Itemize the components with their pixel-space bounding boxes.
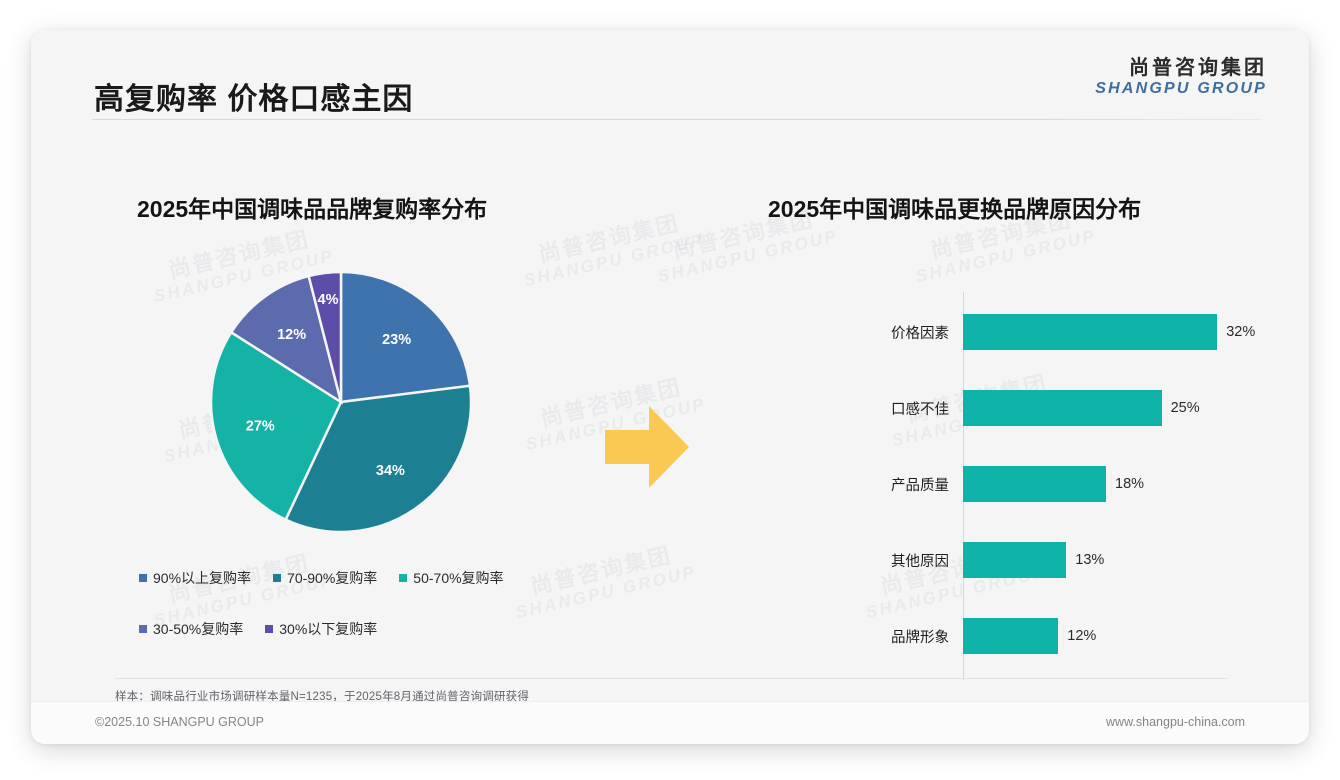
bar-value-label: 32% <box>1226 324 1256 340</box>
bar-chart-title: 2025年中国调味品更换品牌原因分布 <box>768 196 1142 222</box>
pie-legend-label: 50-70%复购率 <box>413 570 504 586</box>
slide-footer: ©2025.10 SHANGPU GROUP www.shangpu-china… <box>31 701 1309 744</box>
pie-legend-label: 30-50%复购率 <box>153 621 244 637</box>
pie-legend-label: 90%以上复购率 <box>153 570 252 586</box>
pie-slice-value: 34% <box>376 463 405 479</box>
pie-slice[interactable] <box>307 270 343 403</box>
pie-slice-value: 4% <box>318 292 339 308</box>
pie-legend-item[interactable]: 30-50%复购率 <box>139 619 243 639</box>
right-arrow-icon <box>603 402 691 492</box>
footnote-divider <box>115 678 1227 679</box>
bar-chart: 价格因素 32% 口感不佳 25% 产品质量 18% 其他原因 13% 品牌形象 12% <box>837 292 1277 680</box>
bar-track: 32% <box>963 314 1277 350</box>
pie-legend-label: 30%以下复购率 <box>279 621 378 637</box>
pie-legend-row: 30-50%复购率 30%以下复购率 <box>139 619 579 639</box>
website-url[interactable]: www.shangpu-china.com <box>1106 715 1245 729</box>
bar-value-label: 12% <box>1067 628 1097 644</box>
legend-swatch-icon <box>273 574 282 582</box>
bar-chart-row[interactable]: 口感不佳 25% <box>837 390 1277 426</box>
bar-category-label: 价格因素 <box>891 325 949 342</box>
pie-slice[interactable] <box>339 270 472 404</box>
watermark-en: SHANGPU GROUP <box>656 226 841 287</box>
bar-fill[interactable] <box>963 314 1218 350</box>
pie-chart-svg: 23% 34% 27% 12% 4% <box>209 270 473 534</box>
bar-track: 12% <box>963 618 1277 654</box>
bar-fill[interactable] <box>963 466 1106 502</box>
legend-swatch-icon <box>139 574 147 582</box>
bar-category-label: 其他原因 <box>891 553 949 570</box>
watermark-cn: 尚普咨询集团 <box>536 210 683 268</box>
bar-chart-row[interactable]: 产品质量 18% <box>837 466 1277 502</box>
bar-value-label: 13% <box>1075 552 1105 568</box>
bar-chart-row[interactable]: 品牌形象 12% <box>837 618 1277 654</box>
pie-chart-title: 2025年中国调味品品牌复购率分布 <box>137 196 488 222</box>
bar-fill[interactable] <box>963 542 1067 578</box>
page-title: 高复购率 价格口感主因 <box>94 83 414 116</box>
pie-slice-value: 12% <box>277 327 306 343</box>
pie-slice[interactable] <box>229 274 343 405</box>
pie-slice-labels: 23% 34% 27% 12% 4% <box>246 292 411 479</box>
bar-category-label: 产品质量 <box>891 477 949 494</box>
watermark-en: SHANGPU GROUP <box>914 226 1099 287</box>
pie-chart: 23% 34% 27% 12% 4% <box>207 268 475 536</box>
legend-swatch-icon <box>139 625 147 633</box>
bar-chart-row[interactable]: 其他原因 13% <box>837 542 1277 578</box>
copyright-text: ©2025.10 SHANGPU GROUP <box>95 715 264 729</box>
watermark-en: SHANGPU GROUP <box>522 230 707 291</box>
pie-legend: 90%以上复购率 70-90%复购率 50-70%复购率 30-50%复购率 30%以… <box>139 568 579 639</box>
brand-logo: 尚普咨询集团 SHANGPU GROUP <box>1095 58 1267 98</box>
bar-fill[interactable] <box>963 390 1162 426</box>
pie-slice-value: 27% <box>246 418 275 434</box>
bar-value-label: 25% <box>1170 400 1200 416</box>
pie-slice[interactable] <box>209 330 343 522</box>
pie-legend-label: 70-90%复购率 <box>287 570 378 586</box>
bar-category-label: 品牌形象 <box>891 629 949 646</box>
bar-category-label: 口感不佳 <box>891 401 949 418</box>
brand-logo-cn: 尚普咨询集团 <box>1129 57 1267 79</box>
slide-canvas: 尚普咨询集团 SHANGPU GROUP 尚普咨询集团 SHANGPU GROU… <box>31 30 1309 744</box>
header-divider <box>92 119 1262 120</box>
legend-swatch-icon <box>399 574 408 582</box>
watermark: 尚普咨询集团 SHANGPU GROUP <box>516 206 706 291</box>
pie-legend-item[interactable]: 50-70%复购率 <box>399 568 504 588</box>
pie-legend-item[interactable]: 30%以下复购率 <box>265 619 377 639</box>
bar-track: 13% <box>963 542 1277 578</box>
legend-swatch-icon <box>265 625 274 633</box>
pie-slices <box>209 270 473 534</box>
pie-legend-item[interactable]: 90%以上复购率 <box>139 568 251 588</box>
bar-track: 18% <box>963 466 1277 502</box>
footnote: 样本：调味品行业市场调研样本量N=1235，于2025年8月通过尚普咨询调研获得 <box>115 691 530 703</box>
right-arrow-svg <box>605 406 689 488</box>
bar-fill[interactable] <box>963 618 1059 654</box>
pie-legend-item[interactable]: 70-90%复购率 <box>273 568 377 588</box>
bar-track: 25% <box>963 390 1277 426</box>
slide-header: 高复购率 价格口感主因 尚普咨询集团 SHANGPU GROUP <box>31 30 1309 122</box>
bar-chart-row[interactable]: 价格因素 32% <box>837 314 1277 350</box>
bar-value-label: 18% <box>1115 476 1145 492</box>
pie-slice-value: 23% <box>382 332 411 348</box>
pie-legend-row: 90%以上复购率 70-90%复购率 50-70%复购率 <box>139 568 579 588</box>
brand-logo-en: SHANGPU GROUP <box>1095 80 1267 97</box>
